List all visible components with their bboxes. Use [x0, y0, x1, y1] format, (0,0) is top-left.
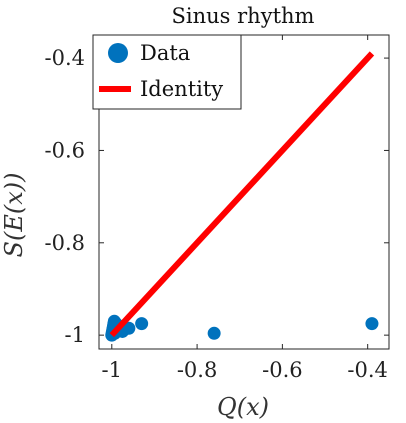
y-tick-label: -0.8 — [45, 231, 86, 255]
legend-label-identity: Identity — [140, 77, 223, 101]
identity-series — [109, 51, 375, 338]
x-axis-ticks: -1 -0.8 -0.6 -0.4 — [102, 35, 388, 382]
y-tick-label: -1 — [65, 323, 85, 347]
legend-data-marker — [108, 43, 128, 63]
data-point — [207, 326, 221, 340]
data-point — [135, 317, 149, 331]
x-tick-label: -0.8 — [177, 358, 218, 382]
y-tick-label: -0.6 — [45, 138, 86, 162]
y-tick-label: -0.4 — [45, 46, 86, 70]
identity-line — [109, 51, 375, 338]
x-axis-label: Q(x) — [217, 393, 269, 421]
data-point — [365, 317, 379, 331]
data-point — [122, 321, 136, 335]
legend-label-data: Data — [140, 41, 190, 65]
x-tick-label: -1 — [102, 358, 122, 382]
x-tick-label: -0.6 — [262, 358, 303, 382]
y-axis-label: S(E(x)) — [0, 173, 28, 258]
x-tick-label: -0.4 — [347, 358, 388, 382]
y-axis-ticks: -1 -0.8 -0.6 -0.4 — [45, 46, 389, 347]
legend: Data Identity — [92, 34, 242, 110]
chart-title: Sinus rhythm — [172, 4, 315, 28]
